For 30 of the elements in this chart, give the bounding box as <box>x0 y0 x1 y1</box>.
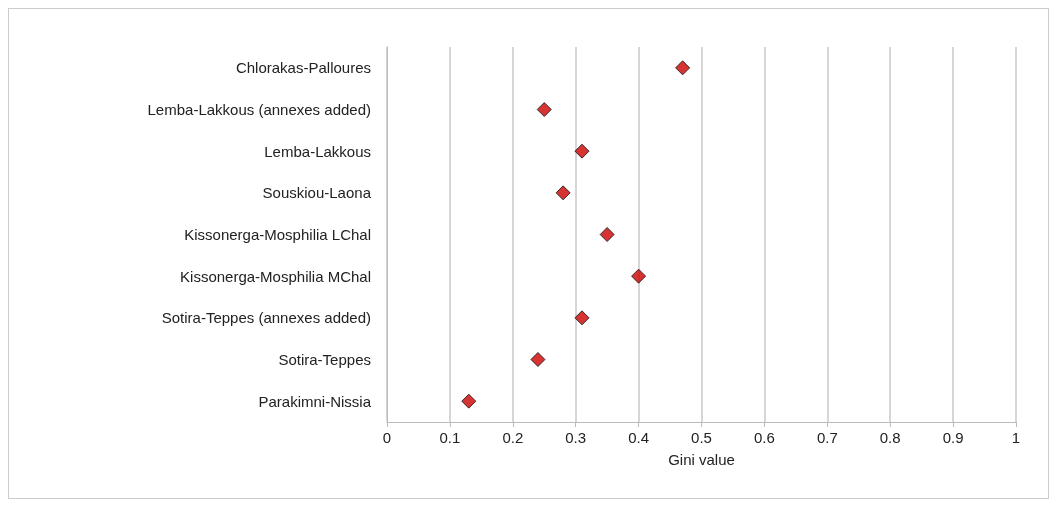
point <box>574 310 590 326</box>
point <box>530 352 546 367</box>
x-tick-label: 0.4 <box>628 429 650 446</box>
point <box>631 268 647 284</box>
point <box>461 393 477 409</box>
x-tick-label: 0.9 <box>942 429 964 446</box>
x-tick-label: 0.1 <box>439 429 461 446</box>
x-tick-label: 0.5 <box>691 429 712 446</box>
x-tick-label: 1 <box>1011 429 1021 446</box>
x-tick-label: 0.7 <box>816 429 838 446</box>
x-tick-label: 0.3 <box>565 429 587 446</box>
y-tick-label: Kissonerga-Mosphilia LChal <box>184 226 371 243</box>
y-tick-label: Sotira-Teppes <box>278 351 371 368</box>
y-tick-label: Lemba-Lakkous (annexes added) <box>147 101 371 118</box>
point <box>555 185 571 201</box>
y-tick-label: Souskiou-Laona <box>262 184 372 202</box>
y-tick-label: Lemba-Lakkous <box>264 142 371 160</box>
y-tick-label: Sotira-Teppes (annexes added) <box>161 309 371 327</box>
y-tick-label: Chlorakas-Palloures <box>235 59 371 77</box>
x-tick-label: 0.2 <box>502 429 524 446</box>
point <box>599 227 615 242</box>
y-tick-label: Kissonerga-Mosphilia MChal <box>180 267 371 285</box>
x-tick-label: 0.8 <box>879 429 901 446</box>
y-tick-label: Parakimni-Nissia <box>258 392 372 410</box>
x-tick-label: 0 <box>382 429 392 446</box>
x-axis-title: Gini value <box>668 451 735 468</box>
point <box>675 60 691 76</box>
x-tick-label: 0.6 <box>753 429 775 446</box>
point <box>574 143 590 159</box>
point <box>536 102 552 117</box>
